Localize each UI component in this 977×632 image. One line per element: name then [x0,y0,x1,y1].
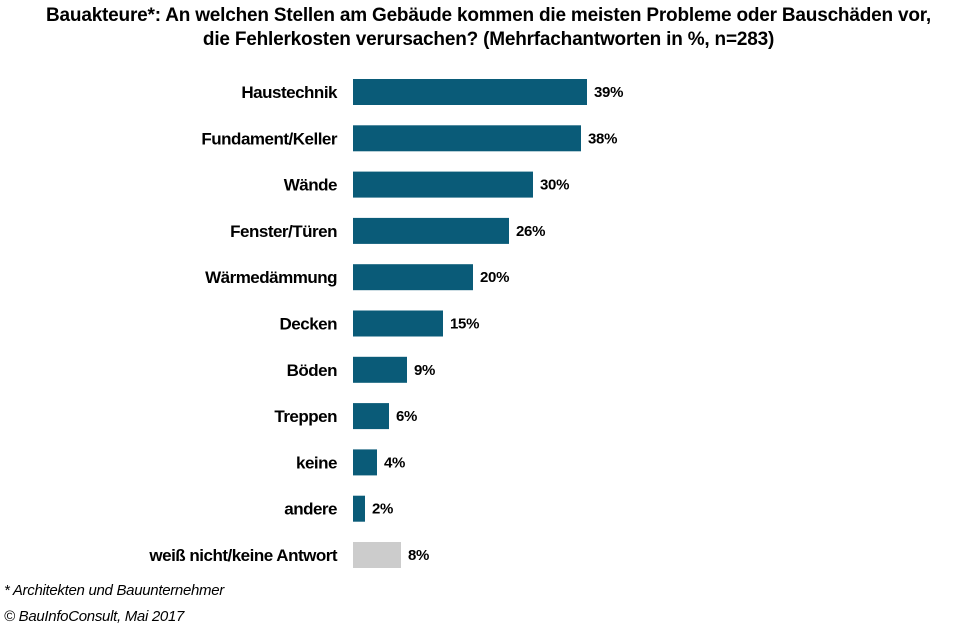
bar-weiss-nicht-keine-antwort [353,542,401,568]
footnote-source: © BauInfoConsult, Mai 2017 [4,608,185,625]
value-label-boeden: 9% [414,362,435,379]
bar-decken [353,310,443,337]
chart-title-line-1: Bauakteure*: An welchen Stellen am Gebäu… [46,5,931,26]
value-label-weiss-nicht-keine-antwort: 8% [408,547,429,564]
bar-keine [353,449,377,476]
category-label-treppen: Treppen [274,407,337,426]
value-label-fundament-keller: 38% [588,130,617,147]
bar-boeden [353,356,407,383]
bar-treppen [353,403,389,430]
chart-title-line-2: die Fehlerkosten verursachen? (Mehrfacha… [202,29,775,50]
category-label-fenster-tueren: Fenster/Türen [230,222,337,241]
bar-andere [353,495,365,522]
category-label-waende: Wände [284,176,337,195]
category-label-haustechnik: Haustechnik [241,83,338,102]
bar-waermedaemmung [353,264,473,291]
value-label-fenster-tueren: 26% [516,223,545,240]
bar-fenster-tueren [353,217,509,244]
category-label-boeden: Böden [287,361,338,380]
bar-waende [353,171,533,198]
category-label-keine: keine [296,453,337,472]
category-label-decken: Decken [280,315,338,334]
bar-haustechnik [353,79,587,105]
chart-title: Bauakteure*: An welchen Stellen am Gebäu… [0,4,977,52]
category-label-fundament-keller: Fundament/Keller [201,129,337,148]
value-label-waende: 30% [540,177,569,194]
footnote-respondents: * Architekten und Bauunternehmer [4,582,224,599]
value-label-keine: 4% [384,454,405,471]
value-label-andere: 2% [372,501,393,518]
category-label-andere: andere [284,500,337,519]
value-label-haustechnik: 39% [594,84,623,101]
value-label-waermedaemmung: 20% [480,269,509,286]
value-label-decken: 15% [450,316,479,333]
value-label-treppen: 6% [396,408,417,425]
category-label-weiss-nicht-keine-antwort: weiß nicht/keine Antwort [148,546,337,565]
category-label-waermedaemmung: Wärmedämmung [205,268,337,287]
bar-fundament-keller [353,125,581,152]
